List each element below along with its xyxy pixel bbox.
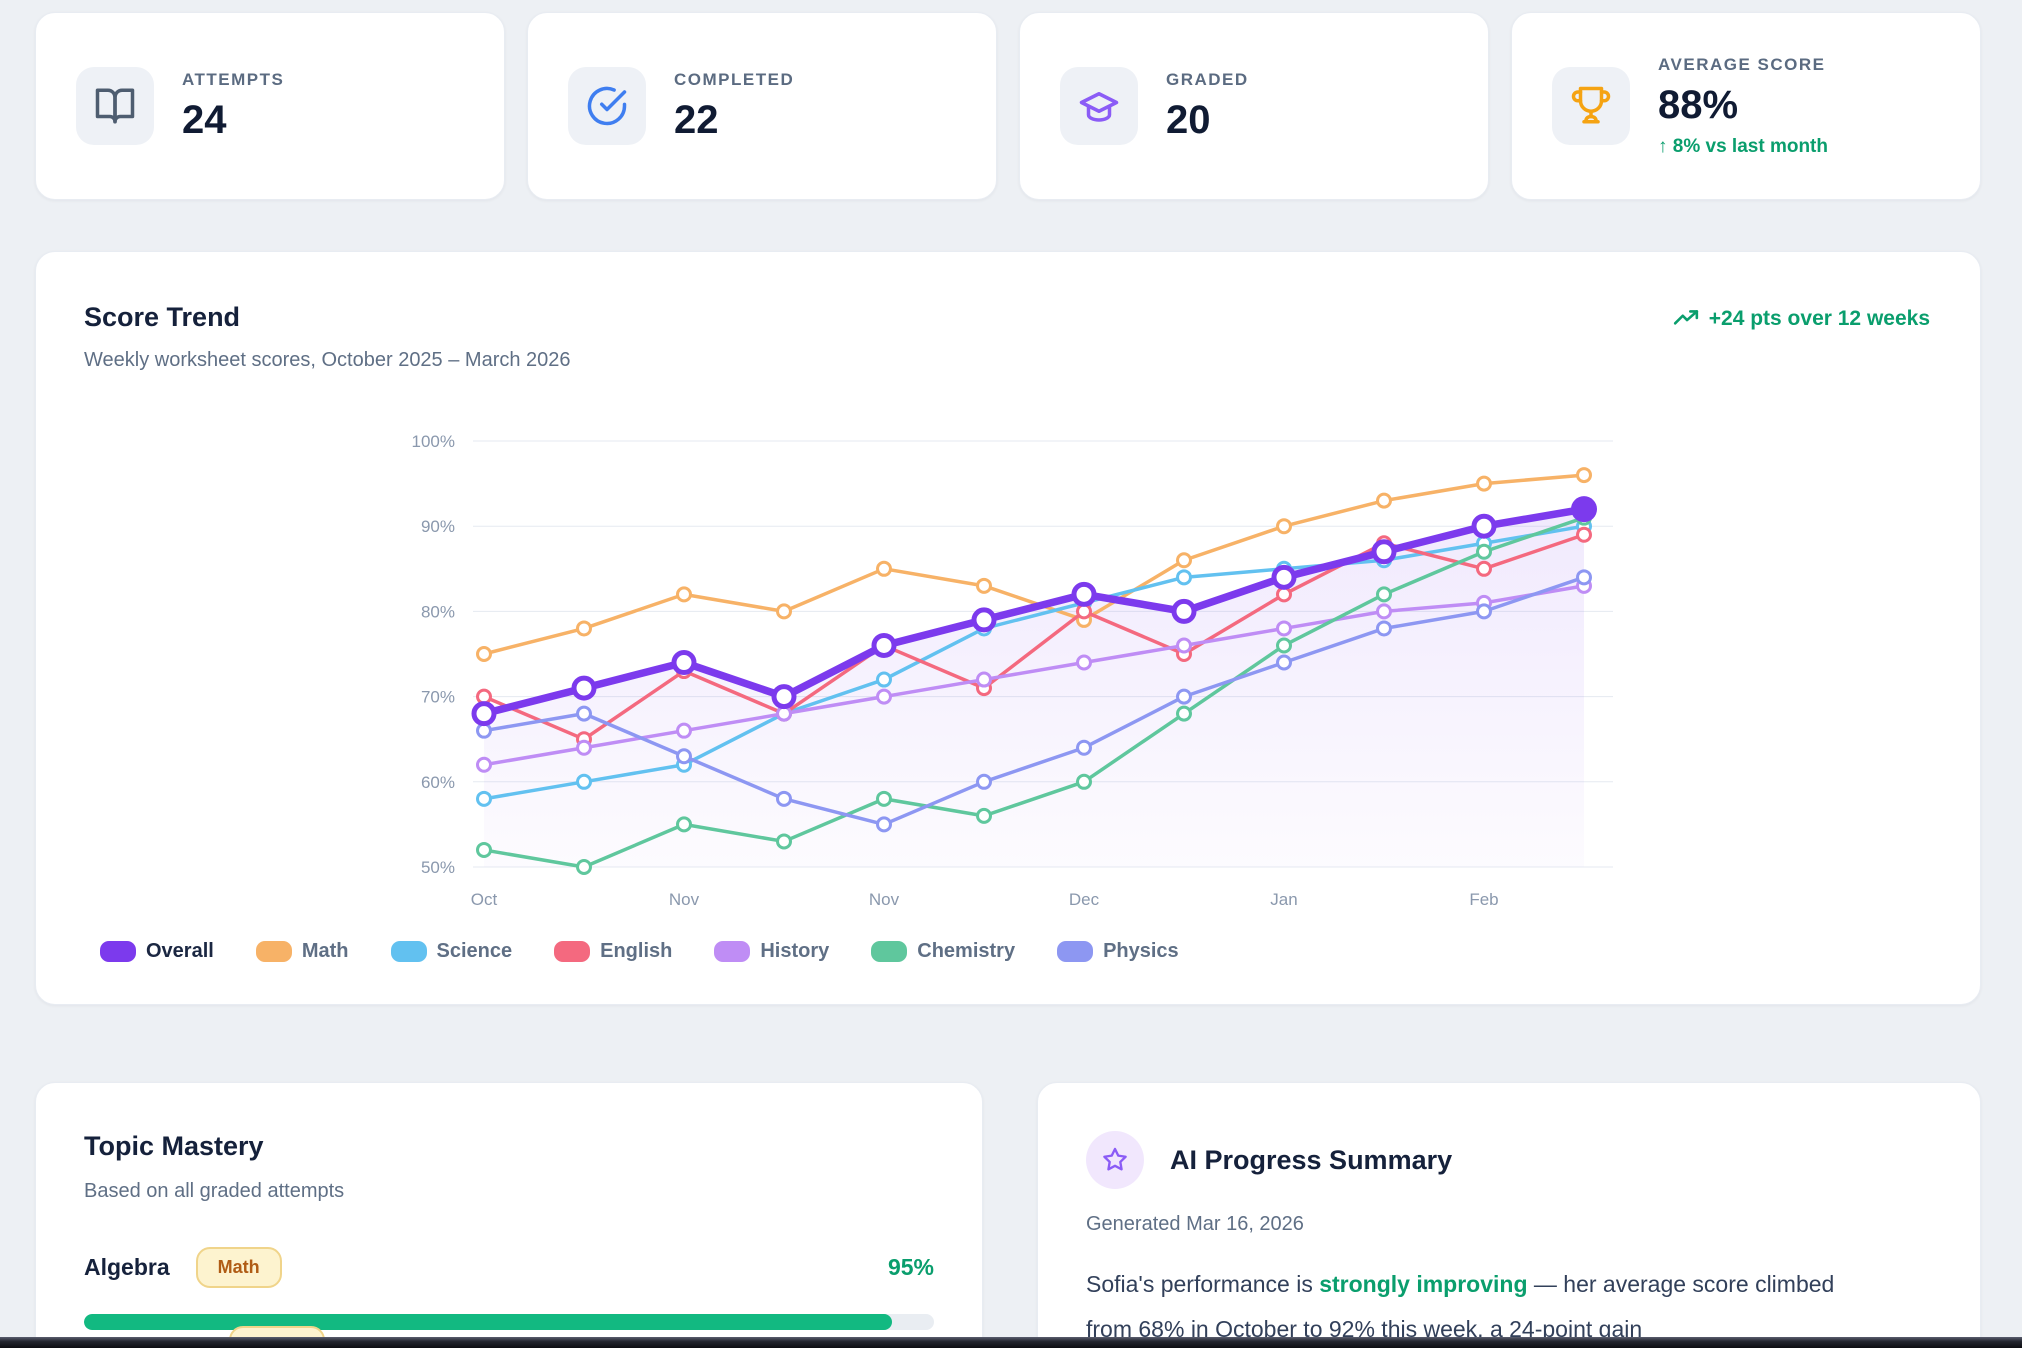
legend-swatch (714, 941, 751, 962)
topic-mastery-card: Topic Mastery Based on all graded attemp… (35, 1082, 983, 1348)
stat-label: AVERAGE SCORE (1658, 54, 1826, 74)
topic-progress-track (84, 1314, 934, 1330)
stat-label: GRADED (1166, 69, 1249, 89)
svg-text:Feb: Feb (1469, 890, 1498, 909)
legend-label: Science (436, 940, 513, 962)
stat-value: 20 (1166, 97, 1211, 142)
legend-label: English (600, 940, 673, 962)
topic-row-algebra: Algebra Math 95% (84, 1247, 934, 1288)
legend-item-overall[interactable]: Overall (100, 940, 214, 963)
svg-text:Dec: Dec (1069, 890, 1100, 909)
sparkle-star-icon (1086, 1131, 1144, 1189)
trophy-icon (1552, 67, 1630, 145)
subject-badge: Math (195, 1247, 282, 1288)
ai-summary-date: Generated Mar 16, 2026 (1086, 1213, 1304, 1235)
score-trend-chart: 100% 90% 80% 70% 60% 50% Oct Nov Nov Dec Jan Feb (412, 432, 1613, 909)
stat-card-graded: GRADED 20 (1019, 12, 1489, 200)
legend-swatch (390, 941, 427, 962)
ai-summary-body: Sofia's performance is strongly improvin… (1086, 1262, 1866, 1348)
stat-value: 24 (182, 97, 227, 142)
legend-label: Math (301, 940, 349, 962)
ai-summary-card: AI Progress Summary Generated Mar 16, 20… (1037, 1082, 1981, 1348)
legend-swatch (871, 941, 908, 962)
ai-summary-title: AI Progress Summary (1170, 1144, 1453, 1175)
legend-item-math[interactable]: Math (255, 940, 349, 963)
svg-text:90%: 90% (421, 517, 455, 536)
trend-badge-label: +24 pts over 12 weeks (1708, 307, 1930, 330)
svg-text:Nov: Nov (669, 890, 700, 909)
svg-text:100%: 100% (412, 432, 455, 451)
chart-title: Score Trend (84, 302, 241, 332)
chart-subtitle: Weekly worksheet scores, October 2025 – … (84, 349, 571, 371)
bottom-window-edge (0, 1337, 2022, 1348)
ai-summary-header: AI Progress Summary (1086, 1131, 1932, 1189)
ai-body-text: Sofia's performance is (1086, 1271, 1320, 1297)
svg-text:Oct: Oct (471, 890, 498, 909)
legend-item-chemistry[interactable]: Chemistry (871, 940, 1015, 963)
svg-text:Nov: Nov (869, 890, 900, 909)
score-trend-card: Score Trend Weekly worksheet scores, Oct… (35, 251, 1981, 1005)
legend-label: History (760, 940, 830, 962)
graduation-cap-icon (1060, 67, 1138, 145)
legend-swatch (554, 941, 591, 962)
topic-name: Algebra (84, 1254, 170, 1280)
topic-mastery-subtitle: Based on all graded attempts (84, 1180, 345, 1202)
stat-label: ATTEMPTS (182, 69, 285, 89)
ai-body-highlight: strongly improving (1319, 1271, 1528, 1297)
legend-label: Physics (1103, 940, 1179, 962)
chart-legend: Overall Math Science English History Chemistr… (100, 940, 1179, 963)
topic-progress-fill (84, 1314, 892, 1330)
stat-delta: ↑ 8% vs last month (1658, 135, 1828, 157)
svg-text:70%: 70% (421, 688, 455, 707)
stat-value: 88% (1658, 82, 1739, 127)
stats-row: ATTEMPTS 24 COMPLETED 22 GRADED 20 (35, 12, 1981, 200)
topic-mastery-title: Topic Mastery (84, 1131, 264, 1161)
trending-up-icon (1673, 306, 1699, 332)
svg-text:60%: 60% (421, 773, 455, 792)
legend-item-physics[interactable]: Physics (1057, 940, 1179, 963)
stat-card-average-score: AVERAGE SCORE 88% ↑ 8% vs last month (1511, 12, 1981, 200)
legend-label: Chemistry (917, 940, 1016, 962)
svg-text:50%: 50% (421, 858, 455, 877)
legend-swatch (255, 941, 292, 962)
stat-value: 22 (674, 97, 719, 142)
trend-badge: +24 pts over 12 weeks (1673, 306, 1930, 332)
stat-card-attempts: ATTEMPTS 24 (35, 12, 505, 200)
legend-label: Overall (146, 940, 214, 962)
book-open-icon (76, 67, 154, 145)
svg-text:Jan: Jan (1270, 890, 1297, 909)
legend-swatch (100, 941, 136, 962)
stat-label: COMPLETED (674, 69, 795, 89)
legend-item-history[interactable]: History (714, 940, 829, 963)
legend-swatch (1057, 941, 1094, 962)
check-circle-icon (568, 67, 646, 145)
stat-card-completed: COMPLETED 22 (527, 12, 997, 200)
chart-header: Score Trend Weekly worksheet scores, Oct… (84, 302, 1932, 372)
legend-item-science[interactable]: Science (390, 940, 513, 963)
topic-score: 95% (887, 1254, 934, 1280)
svg-text:80%: 80% (421, 602, 455, 621)
legend-item-english[interactable]: English (554, 940, 672, 963)
